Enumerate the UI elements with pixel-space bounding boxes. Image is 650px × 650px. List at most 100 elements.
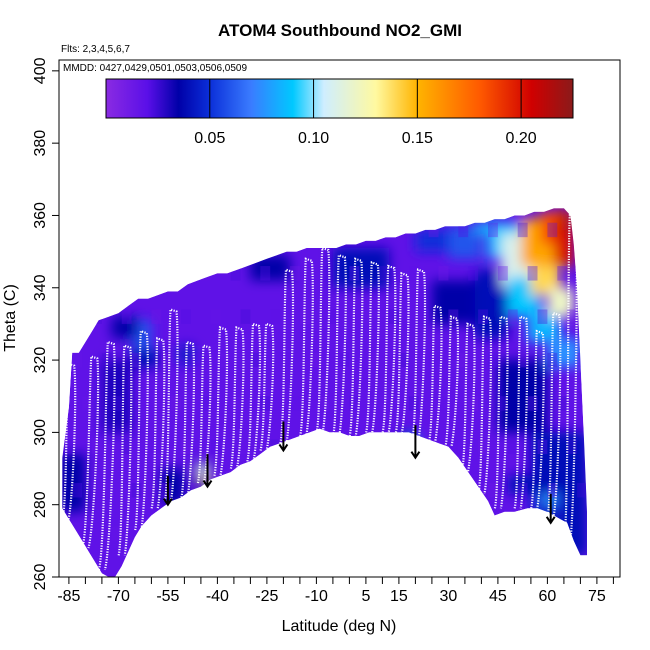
curtain-cell <box>488 483 498 498</box>
flight-track-profile <box>460 322 476 473</box>
curtain-cell <box>260 266 271 281</box>
flight-track-profile <box>299 257 314 437</box>
profile-arrows <box>163 421 556 525</box>
flight-track-profile <box>81 354 100 549</box>
profile-arrow <box>163 475 173 507</box>
curtain-cell <box>319 266 330 281</box>
curtain-cell <box>557 396 568 411</box>
curtain-cell <box>468 526 479 541</box>
flight-tracks <box>61 213 578 571</box>
curtain-cell <box>329 439 340 455</box>
flight-track-profile <box>394 271 410 433</box>
curtain-cell <box>408 526 419 541</box>
curtain-cell <box>111 266 122 281</box>
y-tick-label: 320 <box>32 347 49 374</box>
curtain-cell <box>517 222 528 238</box>
curtain-cell <box>299 439 310 455</box>
flight-track-profile <box>444 315 460 448</box>
flight-track-profile <box>530 329 545 509</box>
curtain-cell <box>577 483 587 498</box>
curtain-cell <box>309 222 320 238</box>
x-tick-label: 5 <box>361 588 370 605</box>
flight-track-profile <box>546 311 562 516</box>
curtain-cell <box>448 309 459 324</box>
no2-patch <box>431 280 482 324</box>
x-tick-label: -85 <box>57 588 80 605</box>
curtain-cell <box>408 266 419 281</box>
curtain-cell <box>171 526 182 541</box>
flight-track-profile <box>493 315 509 509</box>
curtain-cell <box>369 222 380 238</box>
curtain-cell <box>428 483 439 498</box>
x-tick-label: -55 <box>156 588 179 605</box>
curtain-cell <box>62 439 73 455</box>
curtain-cell <box>359 309 370 324</box>
flight-track-profile <box>259 322 275 451</box>
curtain-cell <box>72 483 83 498</box>
y-tick-label: 340 <box>32 274 49 301</box>
curtain-cell <box>210 309 221 324</box>
x-tick-label: -10 <box>305 588 328 605</box>
flight-track-profile <box>365 260 380 433</box>
curtain-cell <box>349 526 360 541</box>
curtain-cell <box>220 352 231 368</box>
curtain-cell <box>290 266 300 281</box>
x-tick-label: 75 <box>588 588 606 605</box>
curtain-cell <box>191 483 201 498</box>
flight-track-profile <box>513 315 529 509</box>
curtain-cell <box>517 352 528 368</box>
curtain-cell <box>438 266 449 281</box>
curtain-cell <box>369 352 380 368</box>
curtain-cell <box>398 222 409 238</box>
profile-arrow <box>545 493 556 525</box>
curtain-cell <box>111 396 122 411</box>
y-tick-label: 300 <box>32 419 49 446</box>
curtain-cell <box>567 439 578 455</box>
flight-track-profile <box>150 336 166 509</box>
curtain-cell <box>270 439 281 455</box>
curtain-cell <box>507 309 518 324</box>
flight-track-profile <box>315 246 331 433</box>
no2-patch <box>197 464 208 476</box>
curtain-cell <box>101 352 112 368</box>
no2-patch <box>131 349 158 368</box>
curtain-cell <box>92 309 102 324</box>
curtain-cell <box>260 396 271 411</box>
colorbar-tick-label: 0.15 <box>402 130 433 147</box>
no2-patch <box>177 345 195 364</box>
no2-patch <box>111 316 139 339</box>
curtain-cell <box>171 266 182 281</box>
curtain-cell <box>488 222 498 238</box>
flight-track-profile <box>180 340 196 498</box>
flight-track-profile <box>381 264 397 433</box>
y-axis-label: Theta (C) <box>2 284 19 352</box>
curtain-cell <box>131 352 142 368</box>
no2-curtain <box>62 208 588 577</box>
flight-track-profile <box>163 307 179 502</box>
curtain-cell <box>497 266 508 281</box>
curtain-cell <box>398 352 409 368</box>
flight-track-profile <box>61 362 77 520</box>
curtain-cell <box>408 396 419 411</box>
curtain-cell <box>191 222 201 238</box>
y-tick-label: 400 <box>32 57 49 84</box>
no2-patch <box>507 475 554 494</box>
flight-track-profile <box>117 344 133 556</box>
curtain-cell <box>200 266 211 281</box>
x-axis-label: Latitude (deg N) <box>282 618 397 635</box>
curtain-cell <box>131 222 142 238</box>
curtain-cell <box>240 439 251 455</box>
flight-track-profile <box>348 257 364 437</box>
curtain-cell <box>438 526 449 541</box>
curtain-cell <box>101 483 112 498</box>
curtain-cell <box>448 439 459 455</box>
curtain-cell <box>220 222 231 238</box>
curtain-cell <box>250 483 261 498</box>
colorbar-tick-label: 0.20 <box>506 130 537 147</box>
curtain-cell <box>547 483 558 498</box>
curtain-cell <box>379 266 389 281</box>
y-tick-label: 360 <box>32 202 49 229</box>
curtain-cell <box>438 396 449 411</box>
curtain-cell <box>458 483 469 498</box>
curtain-cell <box>369 483 380 498</box>
